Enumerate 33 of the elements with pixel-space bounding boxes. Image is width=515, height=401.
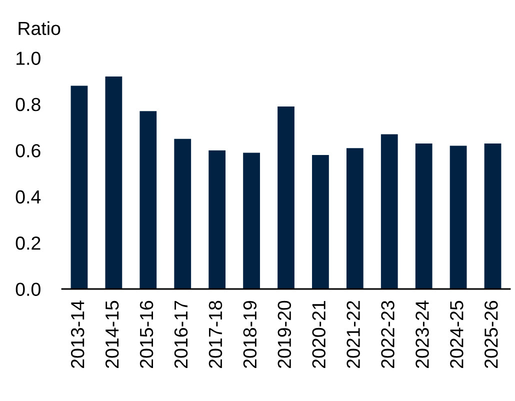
x-tick-label: 2013-14	[70, 300, 84, 368]
bar	[312, 155, 329, 289]
bar	[243, 152, 260, 289]
bar	[105, 76, 122, 289]
bar	[346, 148, 364, 289]
bar	[450, 146, 467, 289]
bar	[208, 150, 226, 289]
bar	[415, 143, 432, 289]
x-tick-label: 2016-17	[174, 301, 188, 368]
y-tick-label: 0.0	[16, 282, 40, 296]
y-tick-label: 0.6	[16, 144, 40, 158]
bar	[70, 86, 88, 289]
x-tick-label: 2024-25	[450, 300, 464, 368]
bar	[140, 111, 157, 289]
x-tick-label: 2025-26	[484, 300, 498, 368]
y-tick-label: 0.8	[16, 98, 40, 112]
y-axis-title: Ratio	[18, 21, 60, 36]
bar	[484, 143, 502, 289]
bar	[380, 134, 398, 289]
bar	[174, 138, 192, 289]
y-tick-label: 1.0	[16, 52, 40, 65]
y-tick-label: 0.4	[16, 190, 41, 204]
x-tick-label: 2015-16	[140, 300, 154, 368]
x-tick-label: 2017-18	[208, 300, 222, 368]
bar	[278, 106, 294, 289]
x-tick-label: 2022-23	[381, 300, 394, 368]
x-tick-label: 2021-22	[346, 301, 360, 368]
y-tick-label: 0.2	[16, 236, 40, 250]
x-tick-label: 2020-21	[312, 301, 326, 368]
x-tick-label: 2014-15	[105, 300, 119, 368]
x-tick-label: 2023-24	[416, 300, 429, 368]
x-tick-label: 2019-20	[278, 300, 292, 368]
x-tick-label: 2018-19	[243, 300, 257, 368]
